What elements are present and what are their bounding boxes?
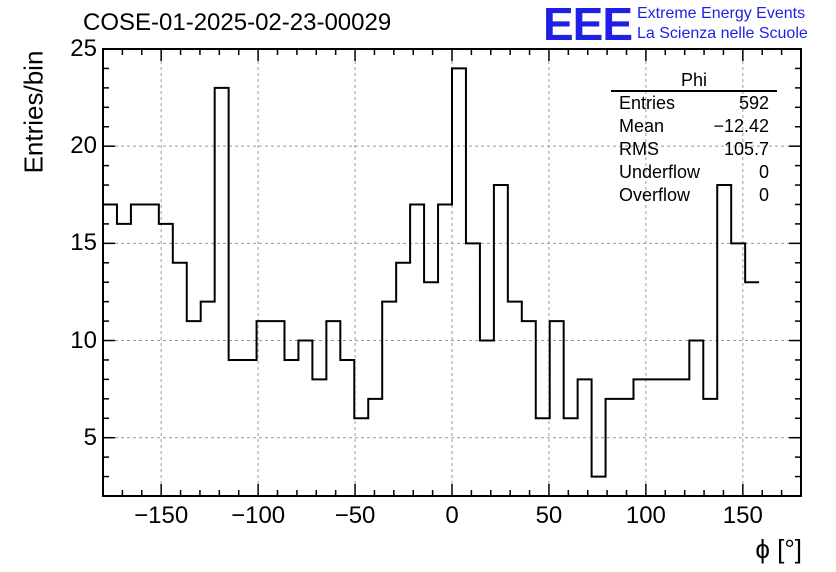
axis-ticks [102, 48, 802, 497]
y-tick-label: 20 [70, 132, 97, 160]
y-tick-label: 10 [70, 326, 97, 354]
stats-label: Mean [619, 116, 665, 136]
stats-value: 105.7 [723, 139, 769, 159]
histogram-step-line [103, 67, 760, 478]
logo-line-1: Extreme Energy Events [637, 5, 806, 22]
stats-row-overflow: Overflow 0 [611, 184, 777, 207]
y-tick-label: 25 [70, 35, 97, 62]
y-axis-label: Entries/bin [18, 50, 49, 174]
stats-label: Underflow [619, 162, 701, 182]
histogram-bars [103, 67, 760, 478]
eee-logo-mark: EEE [543, 0, 633, 50]
stats-title: Phi [611, 70, 777, 92]
stats-value: 0 [758, 162, 769, 182]
x-axis-label: ϕ [°] [755, 534, 802, 564]
stats-row-entries: Entries 592 [611, 92, 777, 115]
chart-title: COSE-01-2025-02-23-00029 [83, 9, 392, 36]
x-tick-label: 100 [625, 502, 666, 529]
stats-row-underflow: Underflow 0 [611, 161, 777, 184]
stats-value: −12.42 [713, 116, 769, 136]
x-tick-label: 150 [722, 502, 763, 529]
y-tick-label: 5 [83, 423, 97, 451]
x-tick-label: 0 [445, 502, 459, 529]
stats-row-rms: RMS 105.7 [611, 138, 777, 161]
stats-value: 592 [738, 93, 769, 113]
x-tick-label: −150 [134, 502, 189, 529]
x-tick-label: 50 [535, 502, 563, 529]
eee-logo-text: Extreme Energy Events La Scienza nelle S… [637, 4, 808, 44]
stats-value: 0 [758, 185, 769, 205]
stats-box: Phi Entries 592 Mean −12.42 RMS 105.7 Un… [611, 70, 777, 207]
y-tick-label: 15 [70, 229, 97, 257]
stats-label: RMS [619, 139, 659, 159]
x-tick-label: −100 [231, 502, 286, 529]
stats-label: Entries [619, 93, 676, 113]
stats-label: Overflow [619, 185, 691, 205]
stats-row-mean: Mean −12.42 [611, 115, 777, 138]
logo-line-2: La Scienza nelle Scuole [637, 25, 808, 42]
x-tick-label: −50 [334, 502, 376, 529]
